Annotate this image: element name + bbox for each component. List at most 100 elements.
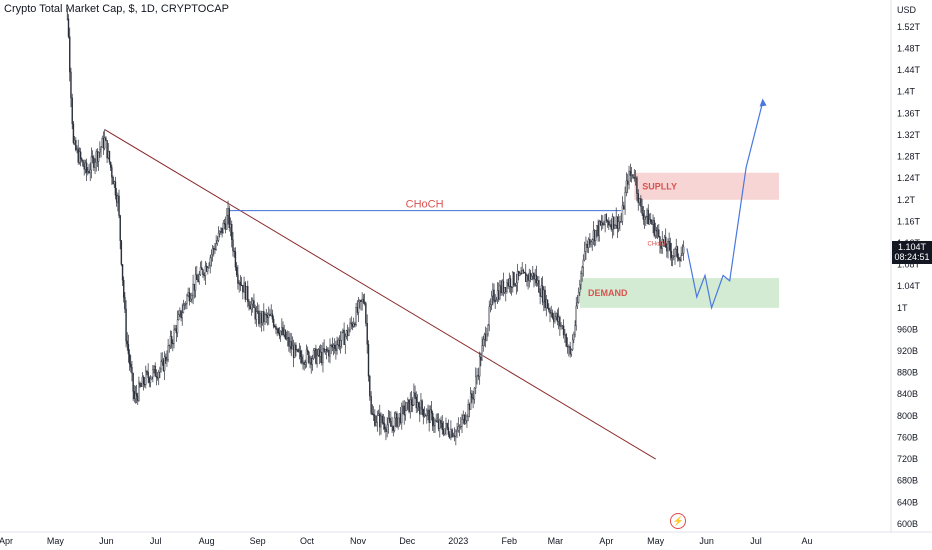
candle-body [336, 344, 338, 351]
countdown-timer: 08:24:51 [894, 251, 930, 262]
candle-body [179, 310, 181, 315]
candle-body [560, 325, 562, 327]
candle-body [176, 319, 179, 334]
candle-body [585, 243, 587, 252]
y-tick-label: 1.4T [897, 87, 916, 97]
candle-body [67, 18, 70, 37]
candle-body [281, 327, 283, 332]
candle-body [472, 397, 474, 400]
candle-body [324, 349, 327, 352]
candle-body [500, 285, 502, 294]
candle-body [113, 181, 115, 185]
candle-body [193, 283, 196, 291]
candle-body [617, 221, 620, 229]
candle-body [376, 415, 378, 423]
candle-body [197, 279, 199, 283]
candle-body [152, 369, 154, 378]
x-tick-label: Apr [599, 536, 613, 546]
y-tick-label: 720B [897, 454, 918, 464]
candle-body [439, 420, 441, 429]
candle-body [591, 239, 593, 243]
candle-body [217, 232, 220, 241]
candle-body [261, 311, 264, 323]
y-tick-label: 1T [897, 303, 908, 313]
candle-body [369, 376, 371, 397]
candle-body [301, 356, 303, 364]
candle-body [380, 415, 382, 428]
candle-body [416, 402, 419, 409]
candle-body [676, 246, 679, 258]
candle-body [97, 151, 100, 162]
candle-body [341, 331, 343, 341]
candle-body [634, 177, 637, 179]
candle-body [183, 304, 186, 306]
candle-body [512, 272, 514, 288]
candle-body [466, 416, 468, 421]
candle-body [616, 216, 619, 229]
candle-body [90, 156, 93, 171]
candle-body [468, 404, 471, 410]
candle-body [519, 273, 521, 276]
candle-body [613, 216, 615, 229]
x-tick-label: May [647, 536, 665, 546]
candle-body [215, 243, 217, 250]
candle-body [292, 345, 295, 358]
candle-body [208, 265, 210, 268]
candle-body [154, 365, 156, 377]
candle-body [131, 367, 133, 374]
candle-body [419, 406, 421, 415]
candle-body [101, 138, 103, 148]
candle-body [133, 391, 135, 399]
candle-body [360, 300, 362, 302]
candle-body [343, 330, 345, 345]
candle-body [583, 251, 586, 261]
candle-body [299, 350, 302, 358]
candle-body [629, 170, 632, 176]
candle-body [544, 289, 546, 308]
candle-body [263, 311, 265, 322]
candle-body [77, 148, 79, 163]
candle-body [70, 71, 72, 99]
candle-body [203, 274, 205, 277]
candle-body [398, 413, 401, 419]
candle-body [82, 160, 84, 167]
candle-body [520, 273, 522, 275]
x-tick-label: Jul [150, 536, 162, 546]
candle-body [513, 272, 515, 286]
candle-body [595, 230, 597, 241]
y-tick-label: 920B [897, 346, 918, 356]
candle-body [546, 299, 549, 309]
candle-body [119, 215, 121, 241]
x-tick-label: 2023 [448, 536, 468, 546]
y-axis-ticks: 1.52T 1.48T 1.44T 1.4T 1.36T 1.32T 1.28T 1.24T 1… [897, 22, 921, 529]
candle-body [552, 317, 555, 322]
candle-body [666, 247, 668, 252]
demand-label: DEMAND [588, 288, 628, 298]
trendline [104, 129, 656, 460]
candle-body [673, 255, 675, 257]
candle-body [441, 422, 443, 431]
candle-body [312, 350, 315, 359]
candle-body [503, 287, 506, 293]
x-tick-label: Jun [699, 536, 714, 546]
candle-body [387, 418, 390, 426]
last-price-tag: 1.104T 08:24:51 [892, 240, 932, 264]
candle-body [517, 270, 520, 276]
candle-body [357, 301, 360, 313]
lightning-icon[interactable]: ⚡ [670, 513, 687, 529]
candle-body [382, 422, 385, 425]
candle-body [614, 225, 616, 229]
candle-body [365, 303, 367, 324]
candle-body [623, 205, 625, 210]
candle-body [440, 420, 442, 424]
y-tick-label: 600B [897, 519, 918, 529]
candle-body [473, 387, 476, 400]
candle-body [528, 272, 530, 281]
candle-body [530, 275, 533, 280]
candle-body [653, 220, 655, 236]
candle-body [205, 265, 208, 272]
candle-body [258, 310, 260, 325]
candle-body [334, 344, 336, 349]
candle-body [377, 413, 380, 416]
candle-body [134, 393, 137, 399]
